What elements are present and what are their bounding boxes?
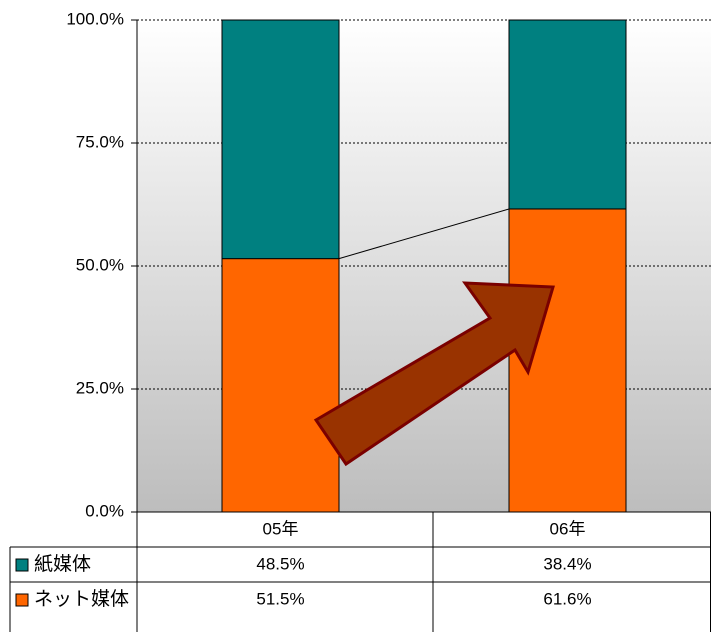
table-value: 51.5% bbox=[256, 589, 304, 608]
series-line bbox=[338, 208, 510, 260]
bar-segment bbox=[221, 258, 340, 513]
y-tick-label: 100.0% bbox=[66, 9, 124, 28]
table-value: 61.6% bbox=[543, 589, 591, 608]
legend-label: ネット媒体 bbox=[34, 588, 129, 610]
bar-segment bbox=[508, 19, 627, 210]
legend-swatch bbox=[15, 558, 29, 572]
y-tick-label: 75.0% bbox=[76, 132, 124, 151]
bar-segment bbox=[221, 19, 340, 260]
table-value: 38.4% bbox=[543, 554, 591, 573]
table-value: 48.5% bbox=[256, 554, 304, 573]
y-tick-label: 50.0% bbox=[76, 255, 124, 274]
legend-swatch bbox=[15, 593, 29, 607]
arrow bbox=[313, 281, 555, 467]
x-tick-label: 05年 bbox=[263, 519, 299, 538]
y-tick-label: 25.0% bbox=[76, 378, 124, 397]
x-tick-label: 06年 bbox=[550, 519, 586, 538]
y-tick-label: 0.0% bbox=[85, 501, 124, 520]
legend-label: 紙媒体 bbox=[34, 553, 91, 575]
